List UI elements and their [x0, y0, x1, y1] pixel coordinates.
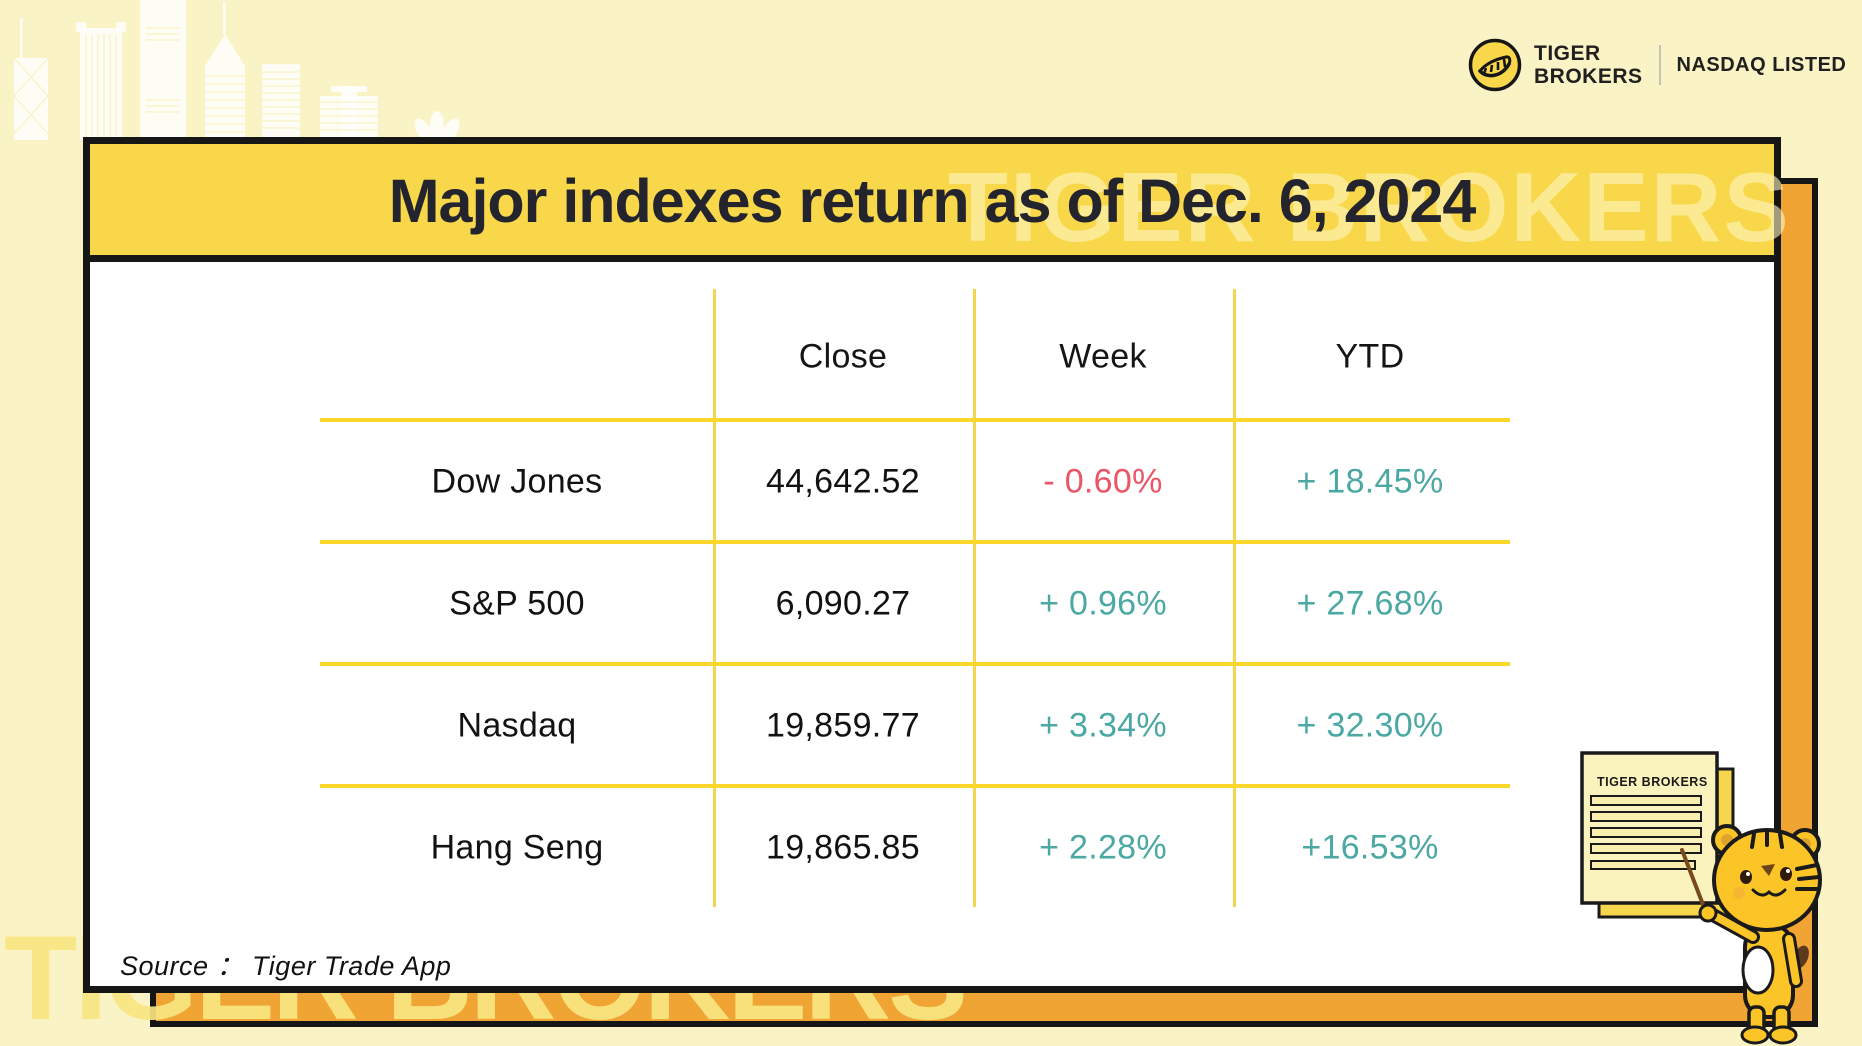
row-divider: [320, 418, 1510, 422]
row-label: Dow Jones: [431, 462, 603, 501]
brand-wordmark: TIGER BROKERS: [1534, 42, 1643, 88]
ytd-value: +16.53%: [1301, 828, 1439, 867]
source-note: Source ： Tiger Trade App: [120, 951, 452, 981]
row-divider: [320, 784, 1510, 788]
column-header-week: Week: [1059, 337, 1147, 376]
close-value: 6,090.27: [775, 584, 911, 623]
ytd-value: + 18.45%: [1296, 462, 1444, 501]
ytd-value: + 32.30%: [1296, 706, 1444, 745]
close-value: 19,865.85: [766, 828, 920, 867]
page-title: Major indexes return as of Dec. 6, 2024: [388, 167, 1477, 235]
title-bar-watermark: TIGER BROKERS: [948, 152, 1791, 262]
document-title: TIGER BROKERS: [1597, 775, 1708, 789]
week-value: + 0.96%: [1039, 584, 1167, 623]
hong-kong-skyline-illustration: [13, 0, 460, 140]
brand-logo: TIGER BROKERS NASDAQ LISTED: [1468, 38, 1846, 92]
tiger-body: [1698, 903, 1809, 1045]
close-value: 19,859.77: [766, 706, 920, 745]
brand-word-brokers: BROKERS: [1534, 65, 1643, 88]
pointer-stick: [1680, 848, 1709, 917]
title-bar: [90, 144, 1774, 262]
column-divider: [973, 289, 976, 907]
tiger-mascot-illustration: TIGER BROKERS: [1580, 751, 1822, 1045]
close-value: 44,642.52: [766, 462, 920, 501]
week-value: + 2.28%: [1039, 828, 1167, 867]
index-table-card: TIGER BROKERS Major indexes return as of…: [83, 137, 1789, 993]
week-value: + 3.34%: [1039, 706, 1167, 745]
row-divider: [320, 540, 1510, 544]
row-divider: [320, 662, 1510, 666]
column-header-ytd: YTD: [1335, 337, 1405, 376]
tiger-brokers-logo-icon: [1468, 38, 1522, 92]
row-label: S&P 500: [449, 584, 585, 623]
ytd-value: + 27.68%: [1296, 584, 1444, 623]
brand-word-tiger: TIGER: [1534, 41, 1601, 65]
row-label: Nasdaq: [457, 706, 577, 745]
logo-divider: [1658, 45, 1661, 85]
nasdaq-listed-badge: NASDAQ LISTED: [1676, 53, 1847, 76]
tiger-head: [1711, 824, 1822, 932]
row-label: Hang Seng: [430, 828, 604, 867]
column-divider: [713, 289, 716, 907]
week-value: - 0.60%: [1043, 462, 1163, 501]
column-header-close: Close: [798, 337, 888, 376]
column-divider: [1233, 289, 1236, 907]
document-icon: TIGER BROKERS: [1580, 751, 1735, 919]
